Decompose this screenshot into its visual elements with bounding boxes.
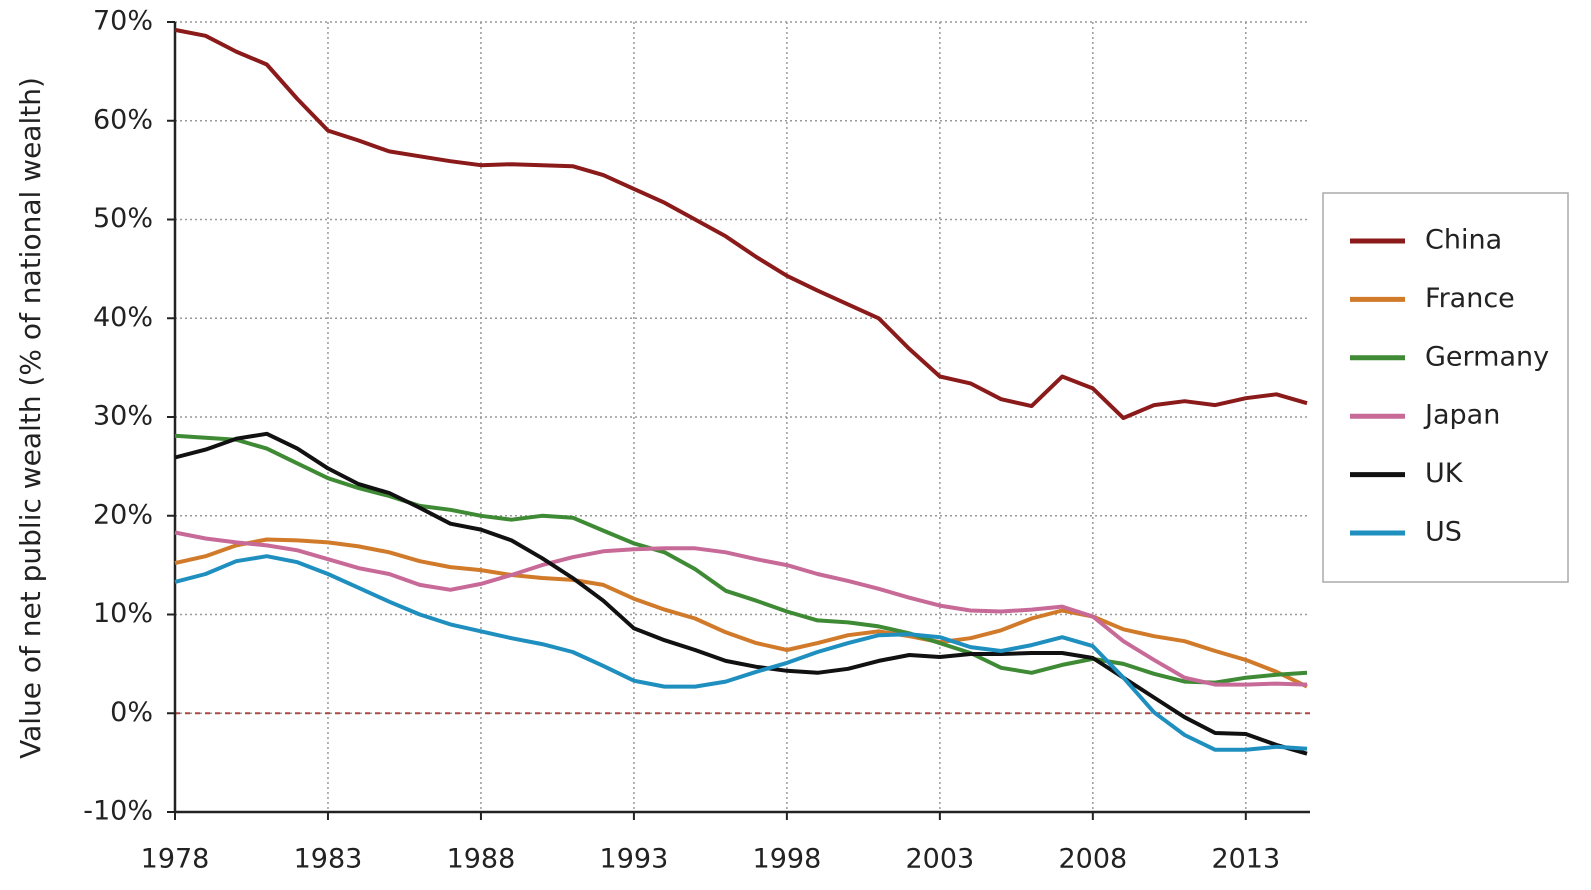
x-tick-label: 2013 xyxy=(1211,844,1280,875)
legend-label: US xyxy=(1425,517,1462,548)
y-tick-label: 50% xyxy=(93,203,153,234)
y-tick-label: 40% xyxy=(93,302,153,333)
series-line xyxy=(174,537,1308,689)
series-line xyxy=(174,433,1308,685)
series-line xyxy=(174,554,1308,752)
y-tick-label: 70% xyxy=(93,6,153,37)
series-line xyxy=(174,27,1308,420)
y-axis-label: Value of net public wealth (% of nationa… xyxy=(14,77,47,759)
x-tick-label: 2003 xyxy=(906,844,975,875)
y-tick-label: 10% xyxy=(93,598,153,629)
y-tick-label: 20% xyxy=(93,499,153,530)
x-tick-label: 1983 xyxy=(294,844,363,875)
x-tick-label: 1988 xyxy=(447,844,516,875)
x-tick-label: 1978 xyxy=(141,844,210,875)
series-line xyxy=(174,530,1308,687)
legend-label: Japan xyxy=(1423,400,1500,431)
legend-label: UK xyxy=(1425,458,1464,489)
x-tick-label: 2008 xyxy=(1058,844,1127,875)
x-tick-label: 1993 xyxy=(600,844,669,875)
legend-label: France xyxy=(1425,283,1515,314)
y-tick-label: 30% xyxy=(93,401,153,432)
x-tick-label: 1998 xyxy=(753,844,822,875)
y-tick-label: -10% xyxy=(83,796,153,827)
legend-box xyxy=(1322,192,1569,583)
y-tick-label: 0% xyxy=(110,697,153,728)
legend-label: China xyxy=(1425,225,1502,256)
y-tick-label: 60% xyxy=(93,104,153,135)
legend-label: Germany xyxy=(1425,341,1549,372)
